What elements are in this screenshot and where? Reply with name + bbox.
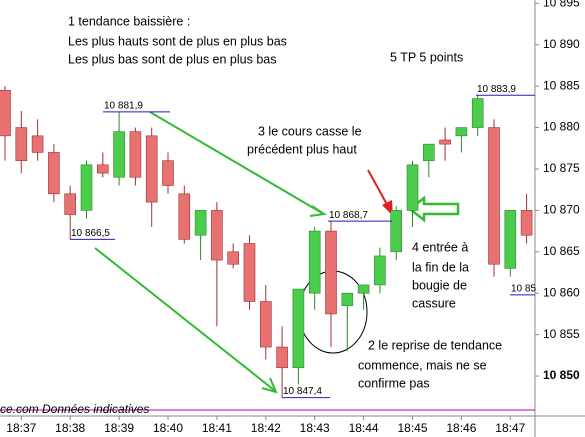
candle-body: [292, 288, 305, 369]
candle-body: [0, 89, 11, 137]
red-arrow: [367, 169, 393, 216]
candle-body: [15, 127, 28, 161]
annotation: confirme pas: [358, 376, 430, 390]
candle-body: [64, 193, 76, 215]
level-label: 10 883,9: [477, 84, 516, 95]
x-tick-label: 18:45: [397, 421, 427, 435]
x-tick-label: 18:42: [251, 421, 281, 435]
entry-arrow: [407, 195, 460, 223]
candle-body: [471, 98, 484, 128]
candle-body: [243, 243, 256, 302]
footer: ce.com Données indicatives: [0, 402, 149, 416]
y-tick-label: 10 885: [543, 78, 580, 92]
candle-body: [488, 127, 500, 265]
x-tick-label: 18:37: [6, 421, 36, 435]
y-tick-label: 10 890: [543, 37, 580, 51]
candle-body: [406, 164, 419, 211]
y-tick-label: 10 865: [543, 244, 580, 258]
candle-body: [357, 284, 370, 294]
x-tick-label: 18:38: [55, 421, 85, 435]
x-tick-label: 18:43: [300, 421, 330, 435]
level-label: 10 881,9: [104, 100, 143, 111]
annotation: 4 entrée à: [412, 240, 468, 254]
x-tick-label: 18:41: [202, 421, 232, 435]
annotation: cassure: [412, 296, 456, 310]
x-tick-label: 18:44: [349, 421, 379, 435]
candle-body: [504, 210, 517, 269]
y-tick-label: 10 850: [543, 368, 580, 382]
annotation: Les plus bas sont de plus en plus bas: [68, 52, 276, 66]
candle-body: [162, 160, 174, 186]
annotation: commence, mais ne se: [358, 358, 487, 372]
level-label: 10 868,7: [329, 210, 368, 221]
candle-body: [227, 251, 239, 265]
candle-body: [325, 230, 337, 315]
annotation: la fin de la: [412, 260, 469, 274]
annotation: précédent plus haut: [247, 142, 357, 156]
candle-body: [259, 301, 272, 348]
candle-body: [48, 152, 60, 195]
trend-arrows: [94, 111, 327, 394]
x-tick-label: 18:39: [104, 421, 134, 435]
candle-body: [194, 210, 207, 236]
annotation: 3 le cours casse le: [258, 124, 362, 138]
candle-body: [129, 131, 142, 178]
y-tick-label: 10 880: [543, 120, 580, 134]
candle-body: [80, 164, 93, 211]
level-label: 10 866,5: [71, 228, 110, 239]
candle-body: [439, 139, 451, 145]
y-tick-label: 10 875: [543, 161, 580, 175]
candle-body: [308, 230, 321, 294]
y-tick-label: 10 860: [543, 285, 580, 299]
candle-body: [145, 135, 158, 203]
candle-body: [276, 346, 288, 369]
x-tick-label: 18:47: [495, 421, 525, 435]
annotation: 5 TP 5 points: [390, 50, 463, 64]
x-tick-label: 18:40: [153, 421, 183, 435]
candle-body: [422, 143, 435, 161]
level-label: 10 847,4: [283, 386, 322, 397]
annotation: 1 tendance baissière :: [68, 14, 190, 28]
candle-body: [113, 131, 125, 178]
y-tick-label: 10 855: [543, 327, 580, 341]
level-label: 10 85: [511, 284, 536, 295]
candle-body: [178, 193, 191, 240]
annotation: bougie de: [412, 278, 467, 292]
candle-body: [455, 127, 468, 137]
annotation: Les plus hauts sont de plus en plus bas: [68, 34, 287, 48]
y-tick-label: 10 895: [543, 0, 580, 9]
candle-body: [374, 255, 386, 286]
y-tick-label: 10 870: [543, 203, 580, 217]
candle-body: [97, 164, 109, 174]
x-tick-label: 18:46: [446, 421, 476, 435]
candle-body: [390, 210, 403, 253]
annotation: 2 le reprise de tendance: [368, 338, 502, 352]
candle-body: [211, 210, 223, 261]
candle-body: [31, 135, 44, 153]
candle-body: [341, 292, 354, 306]
candle-body: [520, 210, 533, 236]
